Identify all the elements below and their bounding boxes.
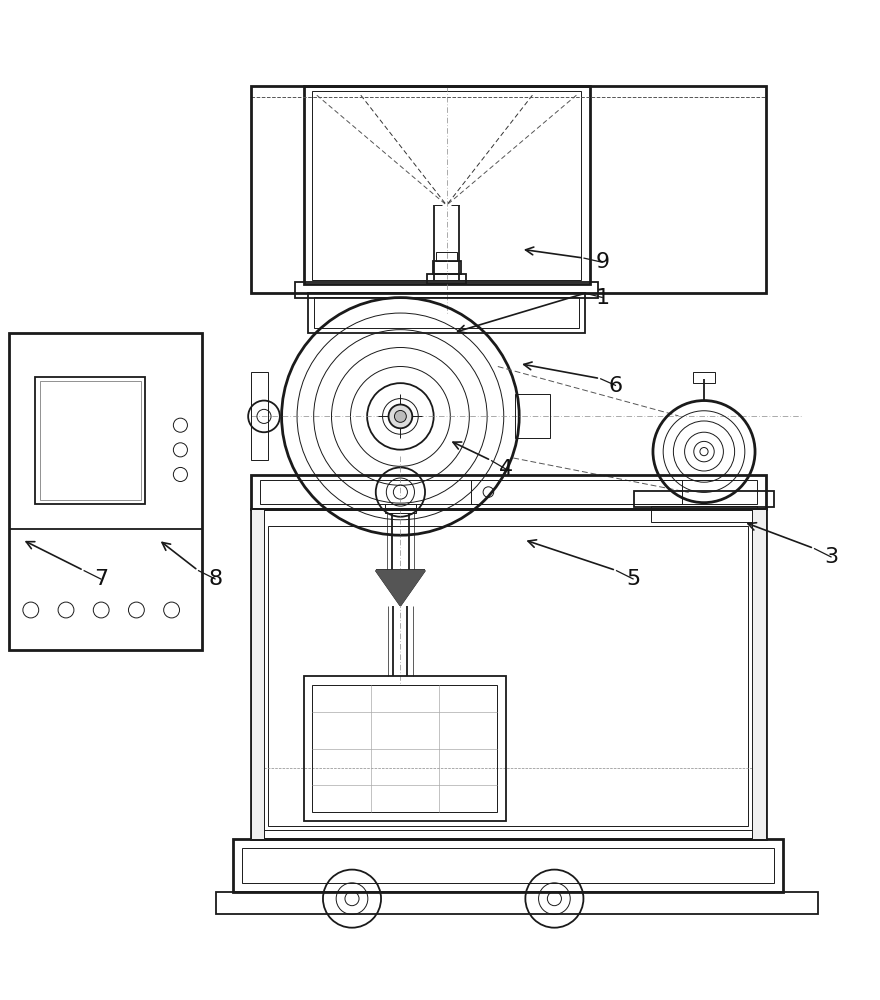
- Text: 6: 6: [609, 376, 623, 396]
- Bar: [312, 685, 497, 812]
- Bar: [471, 480, 682, 504]
- Bar: [40, 381, 141, 500]
- Bar: [251, 509, 264, 839]
- Bar: [433, 261, 461, 274]
- Bar: [260, 480, 757, 504]
- Bar: [35, 377, 145, 504]
- Bar: [251, 509, 766, 839]
- Text: 3: 3: [825, 547, 839, 567]
- Bar: [314, 297, 579, 328]
- Bar: [242, 848, 774, 883]
- Text: 1: 1: [596, 288, 610, 308]
- Bar: [634, 491, 774, 507]
- Bar: [515, 394, 550, 438]
- Text: 8: 8: [209, 569, 223, 589]
- Bar: [312, 91, 581, 280]
- Text: 7: 7: [94, 569, 108, 589]
- Bar: [295, 282, 598, 298]
- Text: 9: 9: [596, 252, 610, 272]
- Bar: [752, 509, 766, 839]
- Bar: [268, 526, 748, 826]
- Bar: [304, 86, 590, 284]
- Bar: [251, 475, 766, 509]
- Bar: [260, 509, 757, 830]
- Bar: [385, 504, 416, 513]
- Circle shape: [394, 410, 407, 422]
- Text: 4: 4: [499, 459, 513, 479]
- Bar: [304, 676, 506, 821]
- Bar: [9, 333, 202, 650]
- Circle shape: [389, 405, 412, 428]
- Bar: [651, 506, 757, 522]
- Bar: [251, 86, 766, 293]
- Bar: [233, 839, 783, 892]
- Bar: [693, 372, 715, 383]
- Bar: [428, 274, 466, 284]
- Polygon shape: [376, 570, 425, 606]
- Text: 5: 5: [627, 569, 641, 589]
- Bar: [308, 293, 585, 333]
- Bar: [251, 372, 268, 460]
- Bar: [216, 892, 818, 914]
- Bar: [436, 252, 458, 261]
